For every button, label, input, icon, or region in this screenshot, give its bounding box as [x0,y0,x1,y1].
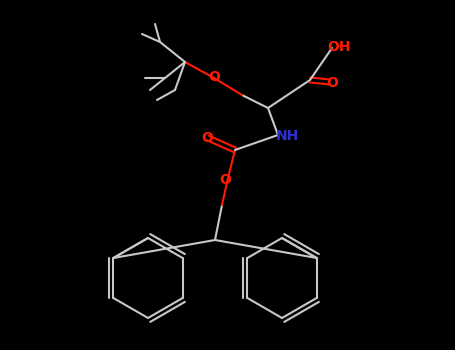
Text: O: O [219,173,231,187]
Text: OH: OH [327,40,351,54]
Text: O: O [326,76,338,90]
Text: O: O [208,70,220,84]
Text: O: O [201,131,213,145]
Text: NH: NH [275,129,298,143]
